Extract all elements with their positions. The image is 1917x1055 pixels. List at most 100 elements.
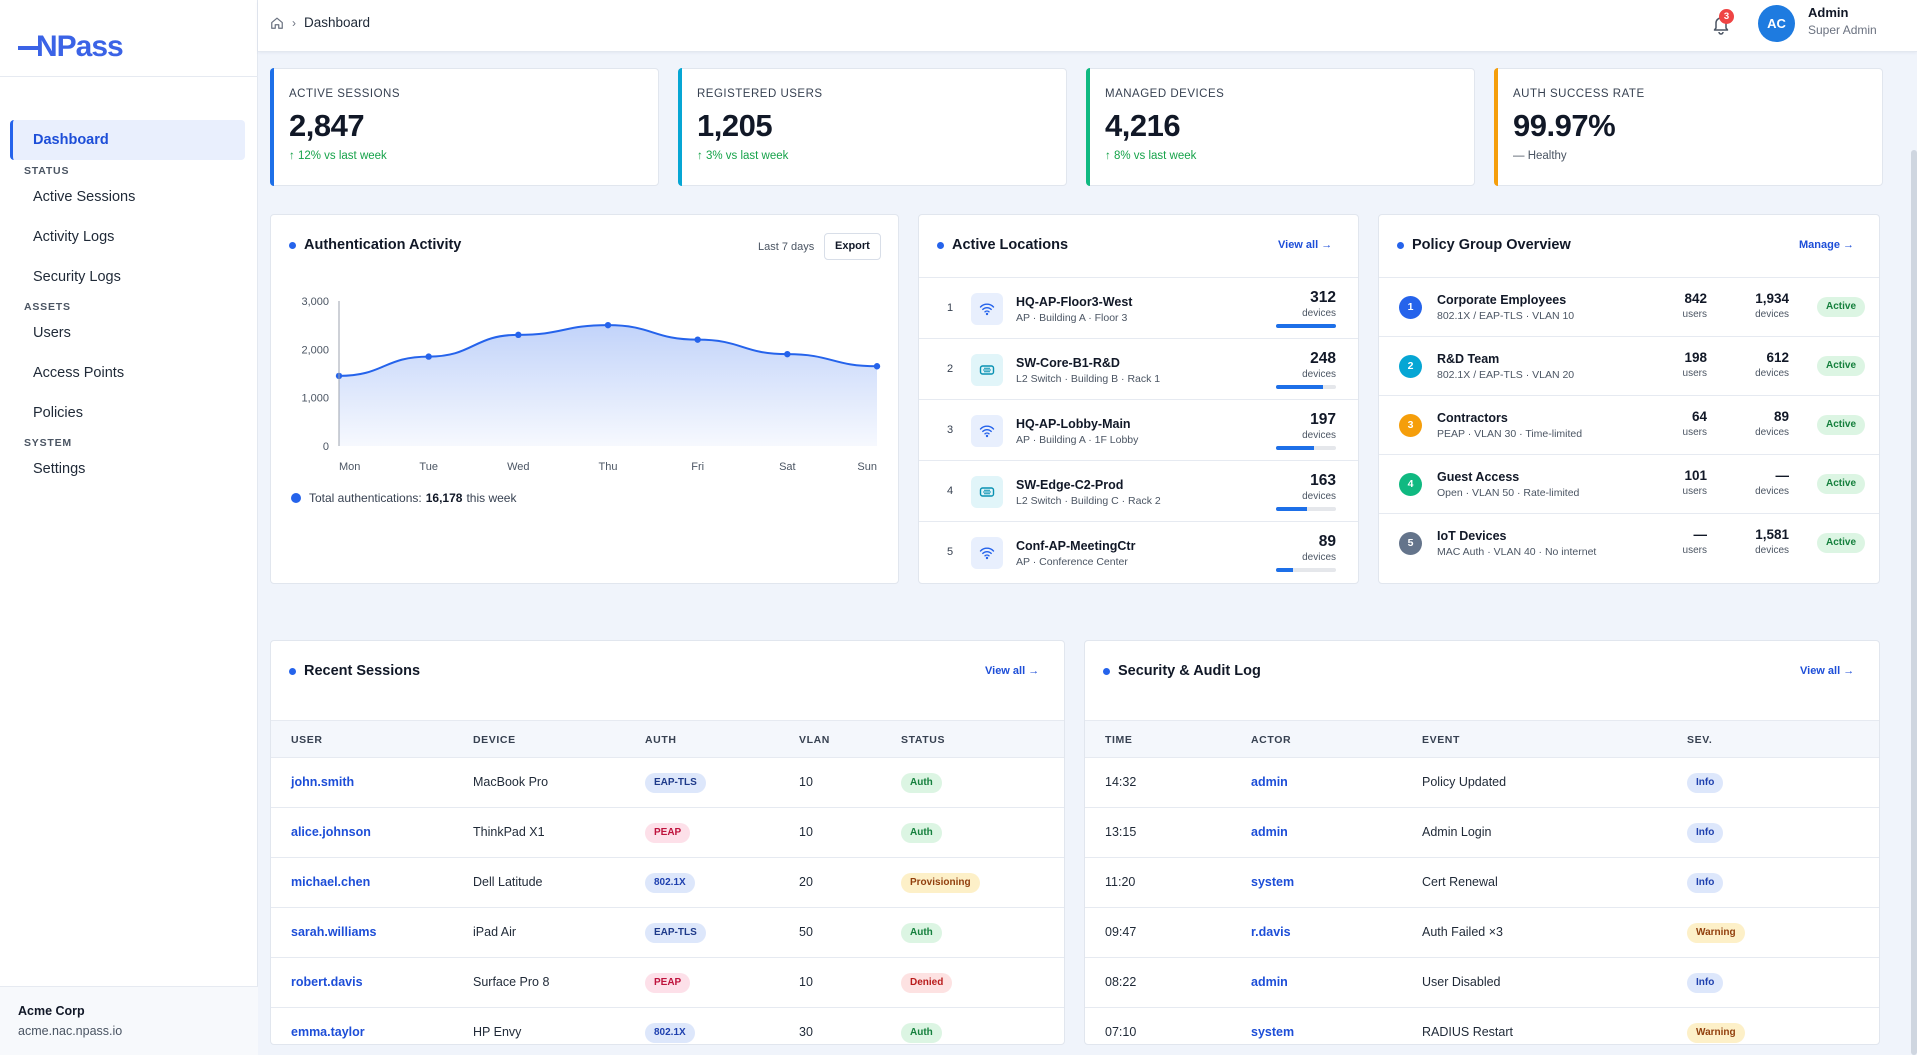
auth-method-badge: EAP-TLS: [645, 923, 706, 943]
stat-card-registered-users[interactable]: Registered Users 1,205 ↑ 3% vs last week: [678, 68, 1067, 186]
column-header[interactable]: VLAN: [799, 734, 830, 746]
policy-group-row[interactable]: 4 Guest Access Open · VLAN 50 · Rate-limit…: [1379, 454, 1879, 513]
policy-group-row[interactable]: 2 R&D Team 802.1X / EAP-TLS · VLAN 20 198 us…: [1379, 336, 1879, 395]
severity-badge: Info: [1687, 873, 1724, 893]
policy-group-row[interactable]: 5 IoT Devices MAC Auth · VLAN 40 · No inte…: [1379, 513, 1879, 572]
actor-link[interactable]: admin: [1251, 825, 1288, 839]
column-header[interactable]: User: [291, 734, 323, 746]
stat-card-active-sessions[interactable]: Active Sessions 2,847 ↑ 12% vs last week: [270, 68, 659, 186]
page-scrollbar[interactable]: [1911, 150, 1917, 1055]
stat-card-auth-success-rate[interactable]: Auth Success Rate 99.97% — Healthy: [1494, 68, 1883, 186]
switch-icon: [971, 354, 1003, 386]
sidebar-item-activity-logs[interactable]: Activity Logs: [33, 229, 115, 245]
location-name[interactable]: HQ-AP-Floor3-West: [1016, 295, 1133, 309]
export-button[interactable]: Export: [824, 233, 881, 260]
column-header[interactable]: Sev.: [1687, 734, 1713, 746]
column-header[interactable]: Status: [901, 734, 946, 746]
y-tick-label: 1,000: [301, 393, 329, 405]
sidebar-item-dashboard[interactable]: Dashboard: [10, 120, 245, 160]
logo-text: NPass: [36, 30, 124, 63]
location-row[interactable]: 2 SW-Core-B1-R&D L2 Switch · Building B · …: [919, 338, 1358, 399]
sessions-view-all-link[interactable]: View all →: [985, 665, 1040, 677]
session-status-badge: Auth: [901, 823, 942, 843]
user-link[interactable]: robert.davis: [291, 975, 363, 989]
policy-group-devices: 1,934: [1755, 291, 1789, 306]
table-row[interactable]: sarah.williams iPad Air EAP-TLS 50 Auth: [271, 908, 1064, 958]
data-point[interactable]: [515, 331, 522, 339]
column-header[interactable]: Event: [1422, 734, 1461, 746]
user-link[interactable]: emma.taylor: [291, 1025, 365, 1039]
table-row[interactable]: michael.chen Dell Latitude 802.1X 20 Provisi…: [271, 858, 1064, 908]
table-row[interactable]: robert.davis Surface Pro 8 PEAP 10 Denied: [271, 958, 1064, 1008]
policy-group-devices: 89: [1773, 409, 1789, 424]
x-tick-label: Sat: [779, 461, 796, 473]
actor-link[interactable]: admin: [1251, 975, 1288, 989]
sidebar-item-users[interactable]: Users: [33, 325, 71, 341]
data-point[interactable]: [694, 336, 701, 343]
user-name[interactable]: Admin: [1808, 5, 1849, 20]
column-header[interactable]: Time: [1105, 734, 1133, 746]
locations-view-all-link[interactable]: View all →: [1278, 239, 1333, 251]
stat-label: Auth Success Rate: [1513, 88, 1645, 100]
home-icon[interactable]: [270, 16, 284, 30]
logo[interactable]: NPass: [18, 30, 124, 64]
user-link[interactable]: alice.johnson: [291, 825, 371, 839]
policy-group-number: 5: [1399, 532, 1422, 555]
policy-group-name[interactable]: Guest Access: [1437, 470, 1520, 484]
table-row[interactable]: emma.taylor HP Envy 802.1X 30 Auth: [271, 1008, 1064, 1055]
policy-group-users: 101: [1684, 468, 1707, 483]
location-row[interactable]: 5 Conf-AP-MeetingCtr AP · Conference Cente…: [919, 521, 1358, 582]
location-row[interactable]: 3 HQ-AP-Lobby-Main AP · Building A · 1F Lo…: [919, 399, 1358, 460]
policy-group-name[interactable]: Contractors: [1437, 411, 1508, 425]
table-row[interactable]: 11:20 system Cert Renewal Info: [1085, 858, 1879, 908]
device-name: Dell Latitude: [473, 875, 543, 889]
stat-accent-bar: [1494, 68, 1498, 186]
table-row[interactable]: 13:15 admin Admin Login Info: [1085, 808, 1879, 858]
y-tick-label: 0: [323, 441, 329, 453]
severity-badge: Info: [1687, 773, 1724, 793]
sidebar-item-security-logs[interactable]: Security Logs: [33, 269, 121, 285]
data-point[interactable]: [604, 321, 612, 329]
policy-group-row[interactable]: 3 Contractors PEAP · VLAN 30 · Time-limite…: [1379, 395, 1879, 454]
location-row[interactable]: 4 SW-Edge-C2-Prod L2 Switch · Building C ·…: [919, 460, 1358, 521]
policy-group-name[interactable]: IoT Devices: [1437, 529, 1507, 543]
actor-link[interactable]: system: [1251, 875, 1295, 889]
manage-link[interactable]: Manage →: [1799, 239, 1855, 251]
user-role: Super Admin: [1808, 23, 1877, 37]
user-link[interactable]: michael.chen: [291, 875, 371, 889]
table-row[interactable]: 14:32 admin Policy Updated Info: [1085, 758, 1879, 808]
policy-group-name[interactable]: Corporate Employees: [1437, 293, 1567, 307]
sidebar-item-settings[interactable]: Settings: [33, 461, 86, 477]
policy-group-row[interactable]: 1 Corporate Employees 802.1X / EAP-TLS · V…: [1379, 277, 1879, 336]
column-header[interactable]: Auth: [645, 734, 677, 746]
audit-view-all-link[interactable]: View all →: [1800, 665, 1855, 677]
table-row[interactable]: alice.johnson ThinkPad X1 PEAP 10 Auth: [271, 808, 1064, 858]
user-link[interactable]: sarah.williams: [291, 925, 377, 939]
sidebar-item-access-points[interactable]: Access Points: [33, 365, 125, 381]
range-label[interactable]: Last 7 days: [758, 241, 815, 253]
location-name[interactable]: Conf-AP-MeetingCtr: [1016, 539, 1136, 553]
user-link[interactable]: john.smith: [291, 775, 355, 789]
stat-card-managed-devices[interactable]: Managed Devices 4,216 ↑ 8% vs last week: [1086, 68, 1475, 186]
column-header[interactable]: Actor: [1251, 734, 1292, 746]
title-dot: [1103, 667, 1110, 675]
sidebar-item-policies[interactable]: Policies: [33, 405, 83, 421]
table-row[interactable]: 07:10 system RADIUS Restart Warning: [1085, 1008, 1879, 1055]
location-name[interactable]: SW-Edge-C2-Prod: [1016, 478, 1124, 492]
location-name[interactable]: HQ-AP-Lobby-Main: [1016, 417, 1131, 431]
actor-link[interactable]: admin: [1251, 775, 1288, 789]
data-point[interactable]: [873, 363, 881, 370]
policy-group-name[interactable]: R&D Team: [1437, 352, 1500, 366]
location-name[interactable]: SW-Core-B1-R&D: [1016, 356, 1120, 370]
table-row[interactable]: 09:47 r.davis Auth Failed ×3 Warning: [1085, 908, 1879, 958]
data-point[interactable]: [425, 353, 432, 360]
sidebar-item-active-sessions[interactable]: Active Sessions: [33, 189, 136, 205]
data-point[interactable]: [784, 350, 791, 358]
column-header[interactable]: Device: [473, 734, 516, 746]
location-row[interactable]: 1 HQ-AP-Floor3-West AP · Building A · Floo…: [919, 277, 1358, 338]
avatar[interactable]: AC: [1758, 5, 1795, 42]
table-row[interactable]: 08:22 admin User Disabled Info: [1085, 958, 1879, 1008]
actor-link[interactable]: system: [1251, 1025, 1295, 1039]
table-row[interactable]: john.smith MacBook Pro EAP-TLS 10 Auth: [271, 758, 1064, 808]
actor-link[interactable]: r.davis: [1251, 925, 1291, 939]
